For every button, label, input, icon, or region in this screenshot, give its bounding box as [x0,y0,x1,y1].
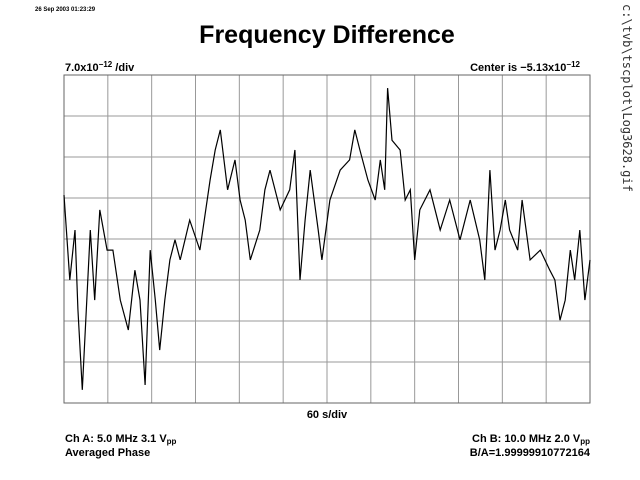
channel-b: Ch B: 10.0 MHz 2.0 Vpp [472,433,590,448]
center-label: Center is −5.13x10−12 [470,58,580,75]
scale-exponent: −12 [98,60,113,69]
timestamp: 26 Sep 2003 01:23:29 [35,7,96,13]
x-axis-label: 60 s/div [306,409,348,421]
center-exponent: −12 [566,60,580,69]
trace [63,88,591,390]
channel-a-text: Ch A: 5.0 MHz 3.1 V [65,433,167,445]
channel-a: Ch A: 5.0 MHz 3.1 Vpp [65,433,176,448]
channel-b-sub: pp [580,437,590,446]
plot-frame [63,74,591,404]
mode: Averaged Phase [65,447,151,459]
scale-label: 7.0x10−12 /div [65,58,134,75]
channel-a-sub: pp [166,437,177,446]
scale-mantissa: 7.0x10 [65,62,99,74]
center-mantissa: Center is −5.13x10 [470,62,567,74]
scale-unit: /div [112,62,135,74]
channel-b-text: Ch B: 10.0 MHz 2.0 V [472,433,581,445]
chart-title: Frequency Difference [199,21,455,49]
file-path: c:\tvb\tscplot\Log3628.gif [620,4,634,192]
ratio: B/A=1.99999910772164 [469,447,590,459]
